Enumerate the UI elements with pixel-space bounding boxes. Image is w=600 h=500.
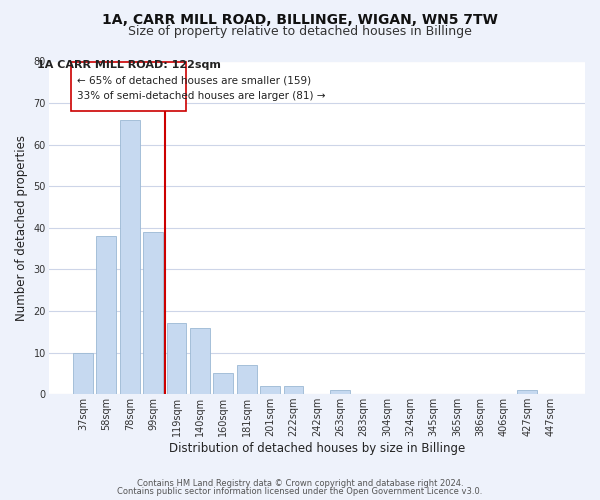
- Text: 1A, CARR MILL ROAD, BILLINGE, WIGAN, WN5 7TW: 1A, CARR MILL ROAD, BILLINGE, WIGAN, WN5…: [102, 12, 498, 26]
- Bar: [284, 386, 304, 394]
- Bar: [330, 390, 350, 394]
- Text: 33% of semi-detached houses are larger (81) →: 33% of semi-detached houses are larger (…: [77, 90, 325, 101]
- Bar: [73, 352, 93, 394]
- Text: Contains HM Land Registry data © Crown copyright and database right 2024.: Contains HM Land Registry data © Crown c…: [137, 478, 463, 488]
- Text: Size of property relative to detached houses in Billinge: Size of property relative to detached ho…: [128, 25, 472, 38]
- Text: Contains public sector information licensed under the Open Government Licence v3: Contains public sector information licen…: [118, 487, 482, 496]
- Bar: [143, 232, 163, 394]
- FancyBboxPatch shape: [71, 62, 186, 112]
- Bar: [517, 390, 537, 394]
- Bar: [97, 236, 116, 394]
- Bar: [237, 365, 257, 394]
- Bar: [190, 328, 210, 394]
- Bar: [167, 324, 187, 394]
- Text: ← 65% of detached houses are smaller (159): ← 65% of detached houses are smaller (15…: [77, 75, 311, 85]
- Text: 1A CARR MILL ROAD: 122sqm: 1A CARR MILL ROAD: 122sqm: [37, 60, 221, 70]
- Y-axis label: Number of detached properties: Number of detached properties: [15, 135, 28, 321]
- Bar: [260, 386, 280, 394]
- Bar: [214, 374, 233, 394]
- Bar: [120, 120, 140, 394]
- X-axis label: Distribution of detached houses by size in Billinge: Distribution of detached houses by size …: [169, 442, 465, 455]
